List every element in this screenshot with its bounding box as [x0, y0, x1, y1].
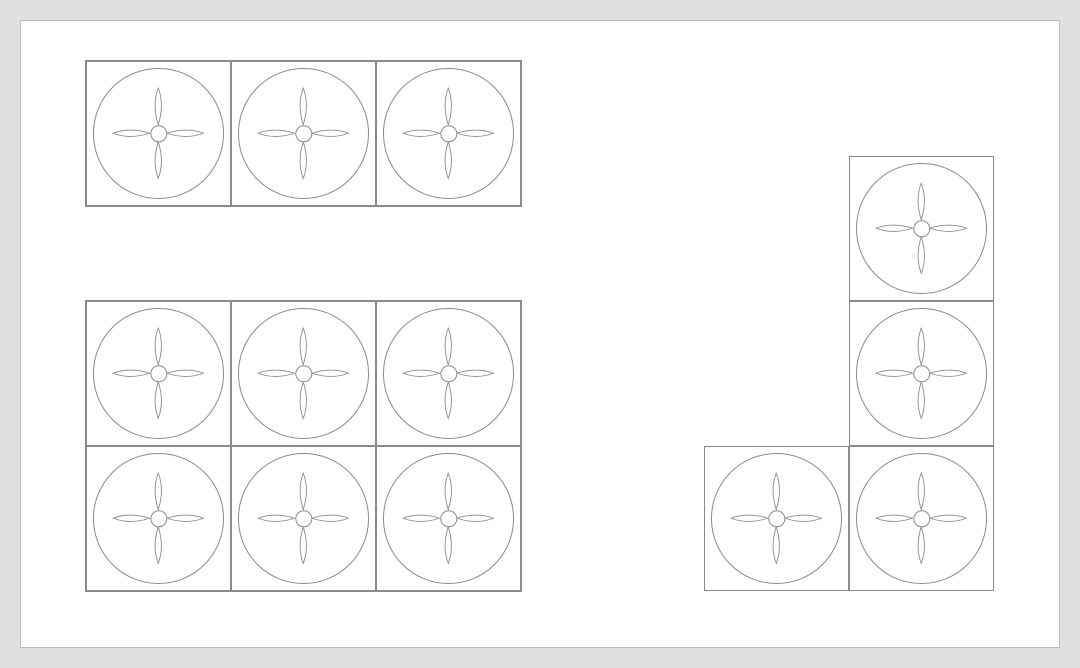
fan-shroud-circle	[383, 308, 514, 439]
fan-hub	[150, 125, 167, 142]
fan-hub	[150, 365, 167, 382]
fan-hub	[295, 125, 312, 142]
fan-unit	[849, 446, 994, 591]
fan-shroud-circle	[238, 453, 369, 584]
fan-unit	[231, 301, 376, 446]
fan-shroud-circle	[856, 163, 987, 294]
fan-hub	[440, 365, 457, 382]
fan-shroud-circle	[238, 68, 369, 199]
fan-hub	[440, 125, 457, 142]
fan-unit	[231, 61, 376, 206]
fan-shroud-circle	[93, 308, 224, 439]
fan-shroud-circle	[383, 68, 514, 199]
fan-unit	[86, 61, 231, 206]
fan-shroud-circle	[383, 453, 514, 584]
fan-hub	[295, 510, 312, 527]
fan-hub	[295, 365, 312, 382]
fan-shroud-circle	[856, 453, 987, 584]
fan-hub	[440, 510, 457, 527]
fan-hub	[768, 510, 785, 527]
fan-hub	[913, 365, 930, 382]
group-2x3	[86, 301, 521, 591]
fan-unit	[376, 446, 521, 591]
fan-unit	[849, 301, 994, 446]
fan-unit	[86, 446, 231, 591]
fan-hub	[150, 510, 167, 527]
fan-hub	[913, 510, 930, 527]
fan-shroud-circle	[93, 453, 224, 584]
fan-unit	[376, 301, 521, 446]
fan-shroud-circle	[856, 308, 987, 439]
canvas	[0, 0, 1080, 668]
fan-unit	[231, 446, 376, 591]
fan-shroud-circle	[711, 453, 842, 584]
fan-unit	[849, 156, 994, 301]
drawing-panel	[20, 20, 1060, 648]
fan-shroud-circle	[93, 68, 224, 199]
fan-unit	[704, 446, 849, 591]
fan-unit	[86, 301, 231, 446]
fan-hub	[913, 220, 930, 237]
fan-shroud-circle	[238, 308, 369, 439]
fan-unit	[376, 61, 521, 206]
group-L-3x2	[704, 156, 994, 591]
group-1x3	[86, 61, 521, 206]
